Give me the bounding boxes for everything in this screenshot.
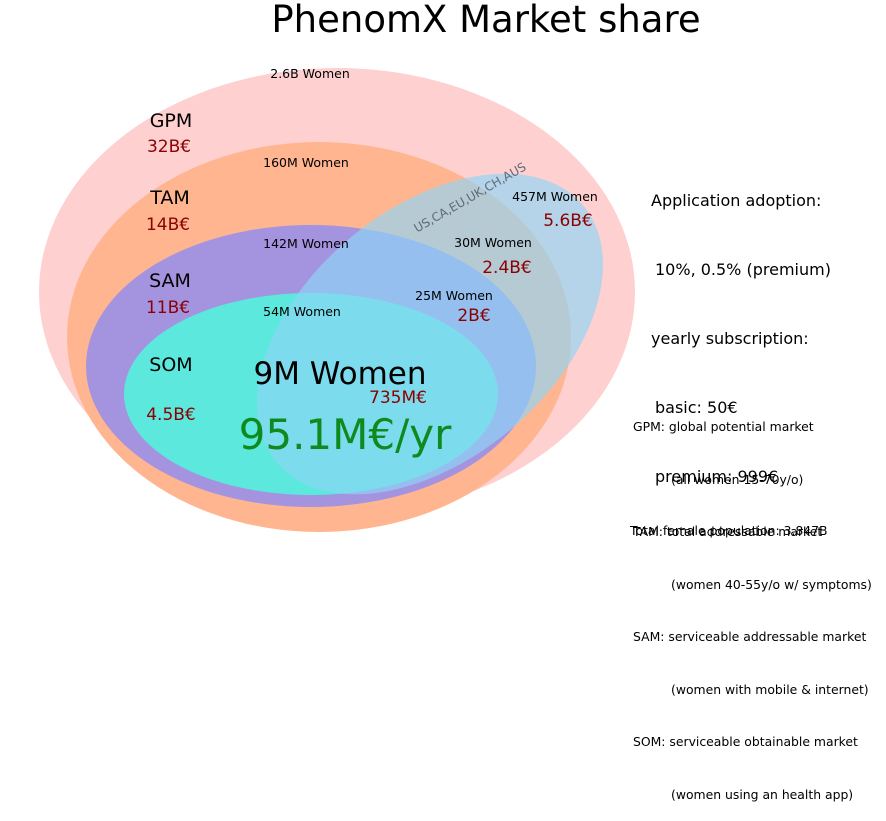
legend: GPM: global potential market (all women … bbox=[633, 383, 872, 821]
subscription-basic: basic: 50€ bbox=[655, 398, 738, 417]
region-tam-value: 2.4B€ bbox=[482, 258, 532, 278]
tam-label: TAM bbox=[149, 187, 190, 209]
subscription-title: yearly subscription: bbox=[651, 329, 809, 348]
som-label: SOM bbox=[149, 354, 192, 376]
legend-tam-term: TAM: total addressable market bbox=[633, 524, 823, 539]
market-share-diagram: PhenomX Market share 2.6B Women GPM 32B€… bbox=[39, 0, 701, 532]
total-population: Total female population: 3.847B bbox=[630, 523, 828, 538]
gpm-value: 32B€ bbox=[147, 137, 191, 157]
sam-women-label: 142M Women bbox=[263, 236, 349, 251]
legend-som-term: SOM: serviceable obtainable market bbox=[633, 734, 858, 749]
adoption-rates: 10%, 0.5% (premium) bbox=[655, 260, 831, 279]
region-som-women: 9M Women bbox=[253, 356, 426, 392]
sam-value: 11B€ bbox=[146, 298, 190, 318]
sam-label: SAM bbox=[149, 270, 191, 292]
adoption-info: Application adoption: 10%, 0.5% (premium… bbox=[651, 143, 831, 511]
region-sam-value: 2B€ bbox=[457, 306, 490, 326]
gpm-label: GPM bbox=[150, 110, 193, 132]
revenue-label: 95.1M€/yr bbox=[239, 410, 452, 459]
adoption-title: Application adoption: bbox=[651, 191, 822, 210]
region-tam-women: 30M Women bbox=[454, 235, 532, 250]
legend-sam-term: SAM: serviceable addressable market bbox=[633, 629, 867, 644]
region-gpm-women: 457M Women bbox=[512, 189, 598, 204]
tam-value: 14B€ bbox=[146, 215, 190, 235]
som-value: 4.5B€ bbox=[146, 405, 196, 425]
legend-gpm-term: GPM: global potential market bbox=[633, 419, 814, 434]
page-title: PhenomX Market share bbox=[271, 0, 700, 41]
gpm-women-label: 2.6B Women bbox=[270, 66, 350, 81]
region-gpm-value: 5.6B€ bbox=[543, 211, 593, 231]
region-som-value: 735M€ bbox=[369, 388, 427, 408]
region-sam-women: 25M Women bbox=[415, 288, 493, 303]
region-ellipse bbox=[257, 173, 603, 495]
tam-women-label: 160M Women bbox=[263, 155, 349, 170]
legend-tam-desc: (women 40-55y/o w/ symptoms) bbox=[671, 576, 872, 592]
legend-gpm-desc: (all women 15-70y/o) bbox=[671, 471, 804, 487]
legend-sam-desc: (women with mobile & internet) bbox=[671, 681, 869, 697]
subscription-premium: premium: 999€ bbox=[655, 467, 779, 486]
legend-som-desc: (women using an health app) bbox=[671, 786, 854, 802]
som-women-label: 54M Women bbox=[263, 304, 341, 319]
